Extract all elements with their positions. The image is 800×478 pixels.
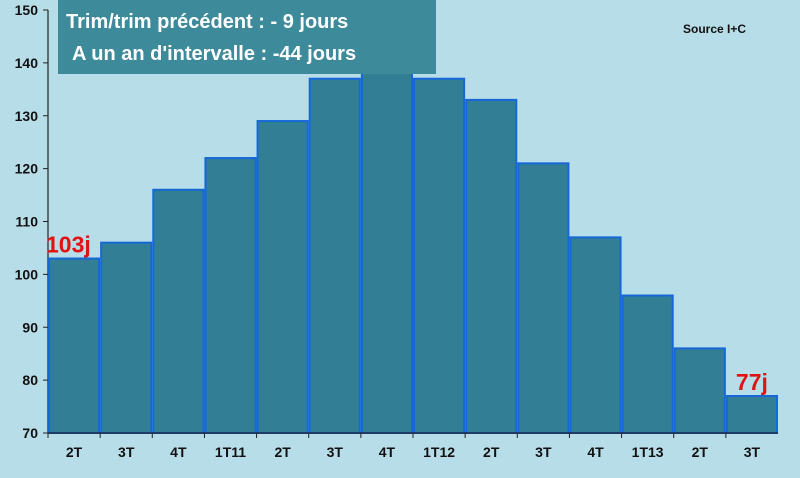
header-line-2: A un an d'intervalle : -44 jours bbox=[72, 43, 356, 65]
x-tick-label: 1T12 bbox=[423, 444, 455, 460]
x-tick-label: 4T bbox=[379, 444, 396, 460]
bar bbox=[100, 241, 153, 434]
bar bbox=[725, 394, 778, 434]
bar bbox=[308, 77, 361, 435]
y-tick-label: 70 bbox=[22, 425, 38, 441]
x-tick-label: 2T bbox=[692, 444, 709, 460]
x-tick-label: 2T bbox=[483, 444, 500, 460]
y-axis: 70 80 90 100 110 120 130 140 150 bbox=[15, 2, 49, 441]
y-tick-label: 90 bbox=[22, 319, 38, 335]
data-labels: 103j 77j bbox=[46, 232, 768, 395]
bar bbox=[621, 294, 674, 434]
header-box: Trim/trim précédent : - 9 jours A un an … bbox=[58, 0, 436, 74]
y-tick-label: 110 bbox=[15, 214, 38, 230]
x-tick-label: 3T bbox=[744, 444, 761, 460]
bar bbox=[569, 236, 622, 434]
bar bbox=[256, 120, 309, 434]
bars bbox=[48, 61, 778, 435]
bar bbox=[673, 347, 726, 434]
y-tick-label: 150 bbox=[15, 2, 39, 18]
x-tick-label: 3T bbox=[535, 444, 552, 460]
x-tick-label: 4T bbox=[587, 444, 604, 460]
bar bbox=[465, 98, 518, 434]
data-label: 103j bbox=[46, 232, 91, 258]
data-label: 77j bbox=[736, 369, 768, 395]
bar bbox=[413, 77, 466, 435]
x-axis-labels: 2T 3T 4T 1T11 2T 3T 4T 1T12 2T 3T 4T 1T13 2T 3T bbox=[47, 432, 778, 460]
source-label: Source I+C bbox=[683, 22, 746, 36]
bar bbox=[152, 188, 205, 434]
y-tick-label: 100 bbox=[15, 266, 39, 282]
x-tick-label: 2T bbox=[66, 444, 83, 460]
bar bbox=[48, 257, 101, 435]
y-tick-label: 130 bbox=[15, 108, 39, 124]
y-tick-label: 140 bbox=[15, 55, 39, 71]
bar bbox=[204, 157, 257, 435]
x-tick-label: 1T13 bbox=[632, 444, 664, 460]
bar bbox=[517, 162, 570, 434]
x-tick-label: 3T bbox=[118, 444, 135, 460]
x-tick-label: 2T bbox=[274, 444, 291, 460]
bar bbox=[360, 61, 414, 434]
y-tick-label: 80 bbox=[22, 372, 38, 388]
x-tick-label: 3T bbox=[327, 444, 344, 460]
header-line-1: Trim/trim précédent : - 9 jours bbox=[66, 11, 348, 33]
header-background bbox=[58, 0, 436, 74]
y-tick-label: 120 bbox=[15, 161, 39, 177]
x-tick-label: 4T bbox=[170, 444, 187, 460]
x-tick-label: 1T11 bbox=[215, 444, 246, 460]
